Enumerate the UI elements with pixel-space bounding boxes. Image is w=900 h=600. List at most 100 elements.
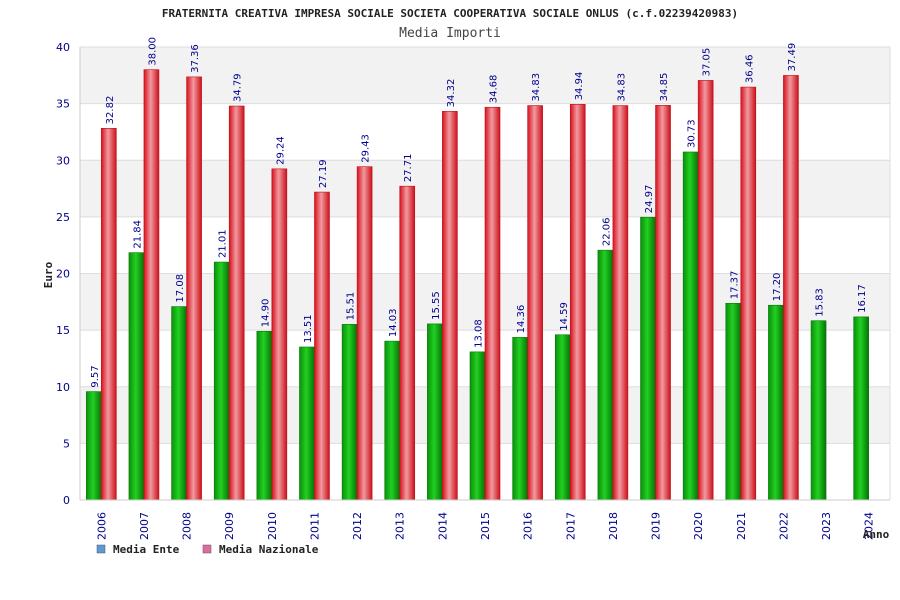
x-tick-label: 2019 <box>650 512 663 540</box>
data-label-ente: 24.97 <box>644 185 655 214</box>
data-label-ente: 17.20 <box>772 273 783 302</box>
data-label-ente: 13.08 <box>474 319 485 348</box>
bar-media-nazionale <box>612 105 629 501</box>
data-label-ente: 16.17 <box>857 284 868 313</box>
bar-media-nazionale <box>143 69 160 501</box>
data-label-ente: 15.55 <box>431 291 442 320</box>
bar-media-ente <box>256 330 273 501</box>
data-label-ente: 17.37 <box>729 271 740 300</box>
bar-media-ente <box>554 334 571 501</box>
bar-media-nazionale <box>783 75 799 501</box>
data-label-nazionale: 34.85 <box>659 73 670 102</box>
bar-media-nazionale <box>655 105 671 501</box>
data-label-ente: 30.73 <box>687 119 698 148</box>
chart-subtitle: Media Importi <box>399 26 501 41</box>
x-tick-label: 2008 <box>181 512 194 540</box>
data-label-ente: 21.84 <box>132 220 143 249</box>
data-label-nazionale: 36.46 <box>744 54 755 83</box>
x-tick-label: 2015 <box>479 512 492 540</box>
x-tick-label: 2011 <box>308 512 321 540</box>
data-label-nazionale: 37.36 <box>190 44 201 73</box>
bar-media-nazionale <box>399 185 416 501</box>
legend-swatch-ente <box>96 544 106 554</box>
bars-group <box>86 69 869 501</box>
bar-media-nazionale <box>740 86 757 501</box>
y-tick-label: 40 <box>56 41 70 54</box>
bar-media-nazionale <box>527 105 543 501</box>
x-tick-label: 2022 <box>777 512 790 540</box>
bar-media-ente <box>299 346 315 501</box>
x-tick-label: 2020 <box>692 512 705 540</box>
bar-media-ente <box>86 391 102 501</box>
data-label-ente: 14.90 <box>260 299 271 328</box>
data-label-nazionale: 34.68 <box>489 75 500 104</box>
bar-media-nazionale <box>101 128 117 501</box>
data-label-nazionale: 29.24 <box>275 136 286 165</box>
legend-label-nazionale: Media Nazionale <box>219 543 319 556</box>
bar-media-ente <box>171 306 187 501</box>
data-label-ente: 14.59 <box>559 302 570 331</box>
data-label-ente: 9.57 <box>90 365 101 387</box>
bar-media-ente <box>853 316 869 501</box>
bar-media-ente <box>682 151 699 501</box>
bar-media-ente <box>213 261 230 501</box>
x-tick-label: 2009 <box>223 512 236 540</box>
data-label-nazionale: 27.71 <box>403 154 414 183</box>
x-tick-label: 2018 <box>607 512 620 540</box>
data-label-ente: 14.36 <box>516 305 527 334</box>
bar-media-ente <box>810 320 827 501</box>
x-tick-label: 2024 <box>863 512 876 540</box>
legend-label-ente: Media Ente <box>113 543 180 556</box>
bar-media-ente <box>512 337 528 501</box>
y-axis-label: Euro <box>42 261 55 288</box>
bar-media-ente <box>427 323 443 501</box>
data-label-ente: 15.83 <box>815 288 826 317</box>
x-tick-label: 2023 <box>820 512 833 540</box>
y-tick-label: 30 <box>56 154 70 167</box>
data-label-nazionale: 34.83 <box>616 73 627 102</box>
bar-media-nazionale <box>356 166 373 501</box>
axes-group: 0 5 10 15 20 25 30 35 40 2006 2007 2008 2009 2010 2011… <box>56 41 890 540</box>
data-label-nazionale: 34.79 <box>233 73 244 102</box>
bar-media-nazionale <box>569 104 586 501</box>
y-tick-label: 25 <box>56 211 70 224</box>
legend-swatch-nazionale <box>202 544 212 554</box>
bar-media-ente <box>597 249 614 501</box>
x-axis-label: Anno <box>863 528 890 541</box>
bar-media-nazionale <box>697 80 714 501</box>
y-tick-label: 20 <box>56 268 70 281</box>
chart-title: FRATERNITA CREATIVA IMPRESA SOCIALE SOCI… <box>162 7 738 20</box>
x-tick-label: 2021 <box>735 512 748 540</box>
bar-media-nazionale <box>271 168 288 501</box>
bar-media-nazionale <box>442 111 458 501</box>
data-label-ente: 13.51 <box>303 314 314 343</box>
data-label-nazionale: 29.43 <box>361 134 372 163</box>
data-label-ente: 15.51 <box>346 292 357 321</box>
legend: Media Ente Media Nazionale <box>96 543 319 556</box>
data-label-nazionale: 38.00 <box>147 37 158 66</box>
data-label-nazionale: 34.32 <box>446 79 457 108</box>
data-label-nazionale: 34.83 <box>531 73 542 102</box>
x-tick-label: 2017 <box>564 512 577 540</box>
data-label-nazionale: 37.49 <box>787 43 798 72</box>
x-tick-label: 2014 <box>436 512 449 540</box>
y-tick-label: 35 <box>56 98 70 111</box>
bar-media-nazionale <box>484 106 501 501</box>
data-label-nazionale: 27.19 <box>318 159 329 188</box>
data-label-nazionale: 34.94 <box>574 72 585 101</box>
data-label-nazionale: 32.82 <box>105 96 116 125</box>
data-label-ente: 14.03 <box>388 308 399 337</box>
bar-media-ente <box>725 302 742 501</box>
x-tick-label: 2010 <box>266 512 279 540</box>
x-tick-label: 2013 <box>394 512 407 540</box>
y-tick-label: 15 <box>56 324 70 337</box>
bar-media-ente <box>341 324 358 501</box>
data-label-ente: 17.08 <box>175 274 186 303</box>
data-label-ente: 22.06 <box>601 218 612 247</box>
x-tick-label: 2006 <box>95 512 108 540</box>
bar-media-nazionale <box>314 191 330 501</box>
bar-media-ente <box>384 340 401 501</box>
value-labels-group: 9.57 21.84 17.08 21.01 14.90 13.51 15.51 14.03 1… <box>90 37 868 388</box>
y-tick-label: 0 <box>63 494 70 507</box>
